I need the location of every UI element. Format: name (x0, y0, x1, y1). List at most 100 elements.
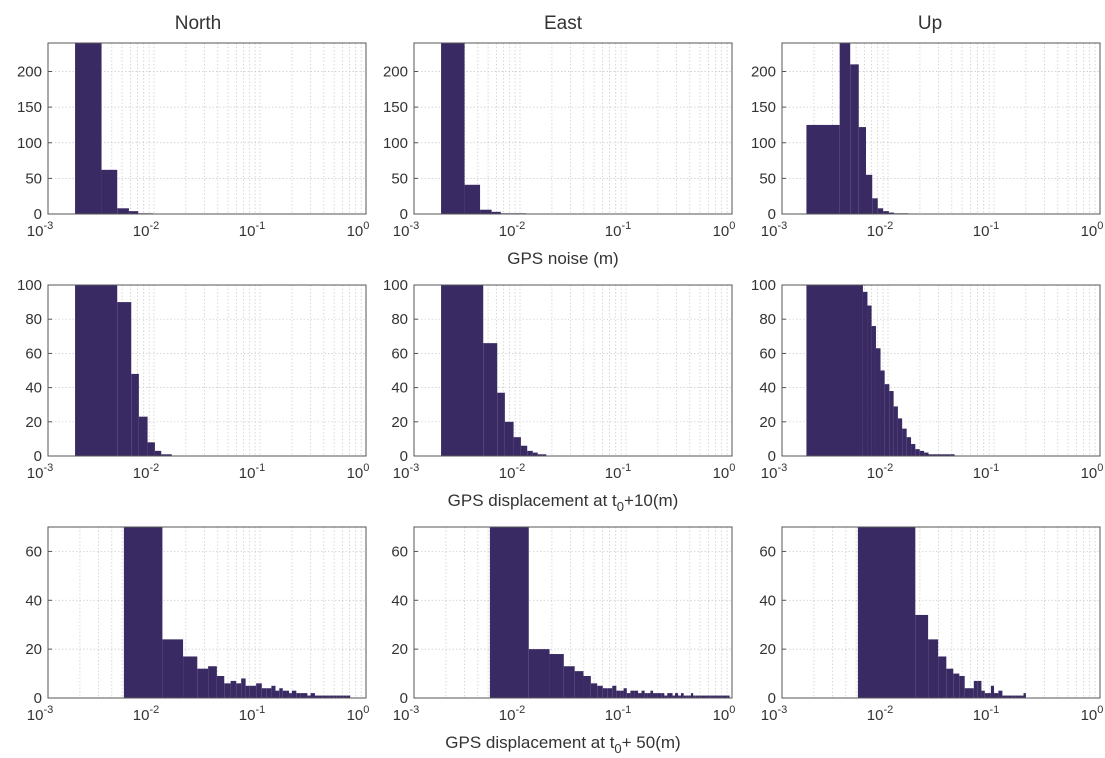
panel-r2c2-ytick-label: 40 (759, 592, 776, 609)
panel-r2c0-bar (310, 693, 315, 698)
panel-r2c2-ytick-label: 0 (768, 690, 776, 707)
panel-r2c2-bar (857, 527, 916, 698)
panel-r2c0-ytick-label: 20 (25, 641, 42, 658)
xtick-base: 10 (27, 465, 44, 482)
panel-r0c1-xtick-label: 10-1 (605, 220, 631, 240)
xtick-exponent: -1 (255, 220, 265, 232)
panel-r2c1-bar (675, 693, 679, 698)
panel-r0c2-bar (872, 198, 878, 214)
panel-r0c1-ytick-label: 0 (400, 206, 408, 223)
panel-r0c2-bar (825, 124, 840, 214)
panel-r2c1-bar (695, 695, 698, 698)
panel-r2c2-bar (959, 676, 965, 698)
panel-r1c0-bar (147, 442, 155, 456)
xtick-exponent: 0 (729, 220, 735, 232)
panel-r1c2-bar (932, 454, 938, 456)
panel-r2c1-bar (709, 695, 712, 698)
panel-r1c2-frame (781, 284, 1101, 457)
panel-r0c2-bar (877, 208, 884, 214)
xlabel-text: GPS noise (m) (507, 249, 618, 268)
xtick-base: 10 (1081, 465, 1098, 482)
panel-r0c1-ytick-label: 100 (383, 135, 408, 152)
xtick-base: 10 (347, 223, 364, 240)
panel-r2c1-bar (612, 685, 617, 698)
panel-r2c2-bar (973, 680, 978, 698)
panel-r0c0-xtick-label: 10-1 (239, 220, 265, 240)
panel-r2c1-bar (722, 695, 726, 698)
xtick-exponent: -1 (621, 704, 631, 716)
panel-r1c2-bar (945, 454, 951, 456)
panel-r2c1-ytick-label: 0 (400, 690, 408, 707)
panel-r2c2-bar (953, 673, 960, 698)
panel-r2c2-xtick-label: 10-2 (867, 704, 893, 724)
xtick-base: 10 (973, 223, 990, 240)
panel-r1c1-ytick-label: 80 (391, 311, 408, 328)
xtick-base: 10 (761, 223, 778, 240)
panel-r2c0-bar (123, 527, 163, 698)
panel-r2c1-bar (672, 695, 676, 698)
panel-r1c2-ytick-label: 60 (759, 345, 776, 362)
panel-r2c1-bar (720, 695, 723, 698)
xtick-exponent: 0 (363, 704, 369, 716)
panel-r2c1-bar (706, 695, 710, 698)
panel-r2c1-bar (727, 695, 730, 698)
panel-r1c0-bar (131, 373, 139, 456)
panel-r2c2-bar (987, 693, 991, 698)
panel-r2c2-bar (928, 639, 939, 698)
xtick-exponent: -3 (777, 220, 787, 232)
xtick-exponent: -2 (883, 462, 893, 474)
xtick-exponent: -2 (515, 220, 525, 232)
panel-r2c0-bar (340, 695, 344, 698)
panel-r1c0-ytick-label: 80 (25, 311, 42, 328)
panel-r0c1-ytick-label: 150 (383, 99, 408, 116)
panel-r2c0-bar (224, 683, 231, 698)
panel-r2c2-ytick-label: 20 (759, 641, 776, 658)
panel-r2c0-bar (314, 695, 319, 698)
panel-r1c2-bar (924, 452, 929, 456)
panel-r1c2-bar (902, 428, 907, 456)
xlabel-subscript: 0 (617, 499, 624, 514)
xtick-exponent: -2 (149, 462, 159, 474)
panel-r2c0-bar (197, 668, 209, 698)
panel-r2c0-bar (256, 683, 262, 698)
xtick-exponent: -2 (149, 704, 159, 716)
panel-r2c1-ytick-label: 60 (391, 543, 408, 560)
panel-r1c2-bar (919, 450, 925, 456)
xlabel-text: GPS displacement at t (445, 733, 614, 752)
xtick-exponent: 0 (1097, 704, 1103, 716)
xtick-exponent: -3 (777, 462, 787, 474)
panel-r2c2-bar (990, 685, 994, 698)
panel-r1c1-bar (441, 285, 484, 456)
panel-r2c1-bar (713, 695, 716, 698)
panel-r1c0-ytick-label: 100 (17, 277, 42, 294)
panel-r0c2-xtick-label: 100 (1081, 220, 1104, 240)
panel-r1c1-bar (504, 421, 514, 456)
panel-r2c1-bar (650, 690, 654, 698)
xtick-exponent: -2 (149, 220, 159, 232)
panel-r2c2-frame (781, 526, 1101, 699)
xtick-exponent: 0 (1097, 220, 1103, 232)
panel-r1c0-xtick-label: 10-1 (239, 462, 265, 482)
panel-r2c1-bar (647, 693, 651, 698)
xtick-base: 10 (499, 465, 516, 482)
panel-r0c0-xtick-label: 100 (347, 220, 370, 240)
panel-r1c2-bar (867, 305, 872, 456)
panel-r1c1-xtick-label: 10-1 (605, 462, 631, 482)
xtick-exponent: -1 (989, 220, 999, 232)
panel-r2c0-bar (336, 695, 341, 698)
xtick-base: 10 (761, 707, 778, 724)
panel-r2c0-bar (291, 690, 297, 698)
panel-r2c1-bar (634, 690, 639, 698)
panel-r0c2-bar (850, 64, 859, 214)
column-title-east: East (544, 13, 583, 34)
xtick-exponent: 0 (363, 220, 369, 232)
panel-r2c0-bar (307, 695, 311, 698)
xtick-exponent: -2 (883, 704, 893, 716)
panel-r2c0-bar (245, 685, 250, 698)
panel-r2c1-ytick-label: 20 (391, 641, 408, 658)
panel-r2c2-bar (1009, 695, 1013, 698)
panel-r0c2-bar (865, 174, 873, 214)
panel-r2c1-bar (718, 695, 721, 698)
panel-r2c1-xtick-label: 10-3 (393, 704, 419, 724)
xtick-exponent: -3 (409, 704, 419, 716)
